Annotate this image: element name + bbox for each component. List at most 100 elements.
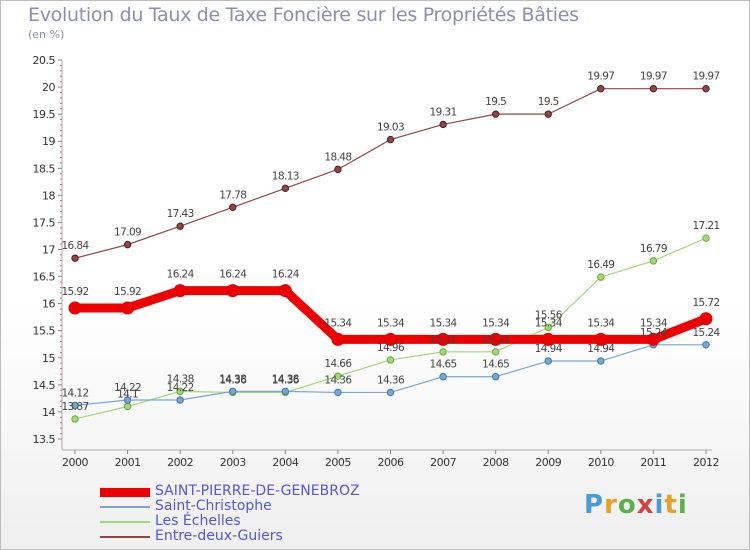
legend-swatch (100, 536, 150, 538)
data-point (278, 284, 292, 298)
x-tick-label: 2007 (430, 456, 456, 469)
data-label: 15.34 (430, 317, 458, 329)
data-point (173, 284, 187, 298)
unit-label: (en %) (28, 28, 65, 41)
data-label: 15.92 (114, 286, 141, 298)
legend-label: Les Échelles (155, 513, 241, 529)
data-point (544, 110, 552, 118)
data-point (123, 402, 132, 411)
data-label: 14.38 (167, 373, 194, 385)
y-tick-label: 20.5 (33, 54, 56, 67)
y-tick-label: 14 (42, 406, 55, 419)
y-tick-label: 18 (42, 189, 55, 202)
data-label: 14.94 (587, 343, 615, 355)
data-point (121, 301, 135, 315)
x-tick-label: 2006 (378, 456, 404, 469)
data-point (334, 165, 342, 174)
data-label: 15.92 (61, 286, 88, 298)
data-label: 14.36 (219, 374, 247, 386)
data-label: 14.38 (219, 373, 246, 385)
data-label: 16.79 (640, 243, 667, 255)
data-label: 19.97 (640, 71, 667, 83)
data-point (649, 257, 658, 265)
data-label: 14.1 (117, 389, 138, 401)
data-label: 15.34 (640, 317, 668, 329)
legend-swatch (100, 506, 150, 508)
data-point (699, 312, 713, 326)
data-point (71, 415, 79, 423)
data-label: 19.5 (485, 96, 506, 108)
data-label: 14.65 (482, 359, 509, 371)
data-label: 14.22 (167, 382, 194, 394)
data-point (229, 203, 237, 211)
data-label: 19.97 (692, 71, 719, 83)
data-label: 14.36 (324, 374, 352, 386)
data-label: 15.11 (482, 334, 509, 346)
y-tick-label: 14.5 (33, 379, 56, 392)
logo-letter: x (636, 490, 655, 520)
data-label: 16.49 (587, 259, 614, 271)
y-tick-label: 18.5 (33, 162, 56, 175)
x-tick-label: 2011 (640, 456, 666, 469)
data-point (702, 234, 710, 242)
data-point (331, 332, 345, 346)
data-point (541, 332, 555, 346)
data-point (334, 388, 342, 397)
y-tick-label: 19.5 (33, 108, 56, 121)
x-tick-label: 2009 (535, 456, 561, 469)
legend-swatch (100, 487, 150, 497)
data-label: 15.24 (692, 327, 720, 339)
data-point (281, 387, 290, 396)
data-label: 14.22 (114, 382, 141, 394)
x-tick-label: 2010 (588, 456, 614, 469)
x-tick-label: 2001 (115, 456, 141, 469)
data-point (594, 332, 608, 346)
data-label: 16.24 (219, 269, 247, 281)
data-label: 17.21 (692, 220, 719, 232)
data-point (649, 84, 658, 93)
data-point (281, 184, 290, 193)
data-label: 14.65 (430, 359, 457, 371)
data-point (123, 396, 132, 404)
data-point (439, 348, 447, 356)
y-tick-label: 20 (42, 81, 55, 94)
logo-letter: i (677, 490, 688, 520)
data-point (439, 120, 447, 129)
data-point (123, 240, 132, 249)
data-point (386, 356, 395, 364)
y-tick-label: 17.5 (33, 216, 56, 229)
legend-swatch (100, 521, 150, 523)
data-label: 15.34 (587, 317, 615, 329)
y-tick-label: 16.5 (33, 271, 56, 284)
legend-label: SAINT-PIERRE-DE-GENEBROZ (155, 483, 360, 499)
logo-letter: i (654, 490, 665, 520)
data-point (702, 84, 710, 93)
data-label: 17.09 (114, 227, 141, 239)
data-label: 14.38 (272, 373, 299, 385)
data-point (439, 373, 447, 381)
data-label: 15.34 (535, 317, 563, 329)
logo-letter: t (664, 490, 678, 520)
y-tick-label: 17 (42, 244, 55, 257)
data-point (702, 341, 710, 349)
data-point (68, 301, 82, 315)
data-label: 18.13 (272, 170, 299, 182)
x-tick-label: 2002 (167, 456, 193, 469)
data-point (386, 135, 395, 144)
data-label: 15.34 (482, 317, 510, 329)
data-point (544, 323, 552, 332)
data-label: 19.31 (430, 106, 457, 118)
data-label: 19.03 (377, 122, 404, 134)
data-label: 14.66 (324, 358, 352, 370)
data-point (176, 396, 184, 404)
x-tick-label: 2004 (272, 456, 298, 469)
series-line-3 (74, 88, 707, 259)
data-label: 19.97 (587, 71, 614, 83)
data-point (71, 254, 79, 262)
data-point (176, 222, 184, 230)
data-point (384, 332, 397, 346)
data-label: 14.12 (61, 387, 88, 399)
data-label: 15.34 (324, 317, 352, 329)
data-label: 17.43 (167, 208, 194, 220)
